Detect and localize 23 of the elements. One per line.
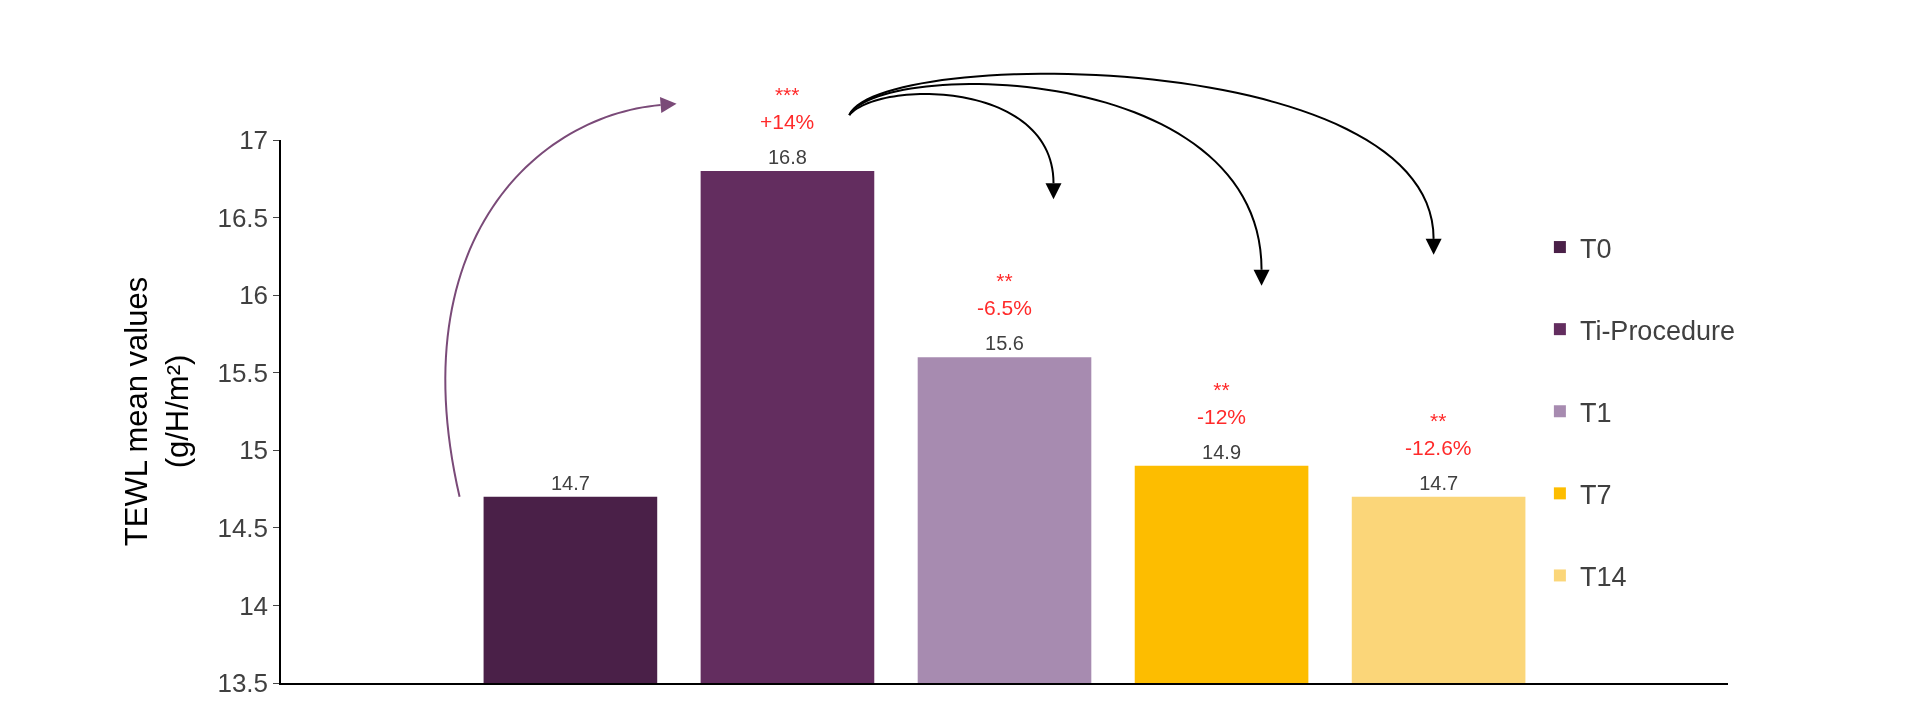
data-label: 14.7 xyxy=(1419,471,1459,494)
data-label: 15.6 xyxy=(985,332,1024,355)
legend-label: T1 xyxy=(1579,397,1612,428)
y-tick-label: 15.5 xyxy=(217,357,269,388)
text: *** +14% xyxy=(760,83,815,134)
annotation: ** -6.5% xyxy=(977,269,1032,320)
y-tick-label: 14.5 xyxy=(217,512,269,543)
data-label: 16.8 xyxy=(767,146,807,169)
annotation: ** -12.6% xyxy=(1405,409,1472,460)
legend-label: T14 xyxy=(1579,561,1627,592)
data-label: 14.9 xyxy=(1202,440,1242,463)
y-tick-label: 16 xyxy=(239,280,269,311)
data-label: 14.7 xyxy=(550,471,590,494)
y-tick-label: 15 xyxy=(239,435,269,466)
legend-label: T7 xyxy=(1579,479,1612,510)
y-tick-label: 16.5 xyxy=(217,202,269,233)
legend-label: Ti-Procedure xyxy=(1579,315,1735,346)
annotation: ** -12% xyxy=(1197,378,1247,429)
y-tick-label: 13.5 xyxy=(217,668,269,699)
y-tick-label: 17 xyxy=(239,125,269,156)
y-axis-title: TEWL mean values (g/H/m²) xyxy=(119,276,195,547)
y-tick-label: 14 xyxy=(239,590,269,621)
legend-label: T0 xyxy=(1579,233,1612,264)
